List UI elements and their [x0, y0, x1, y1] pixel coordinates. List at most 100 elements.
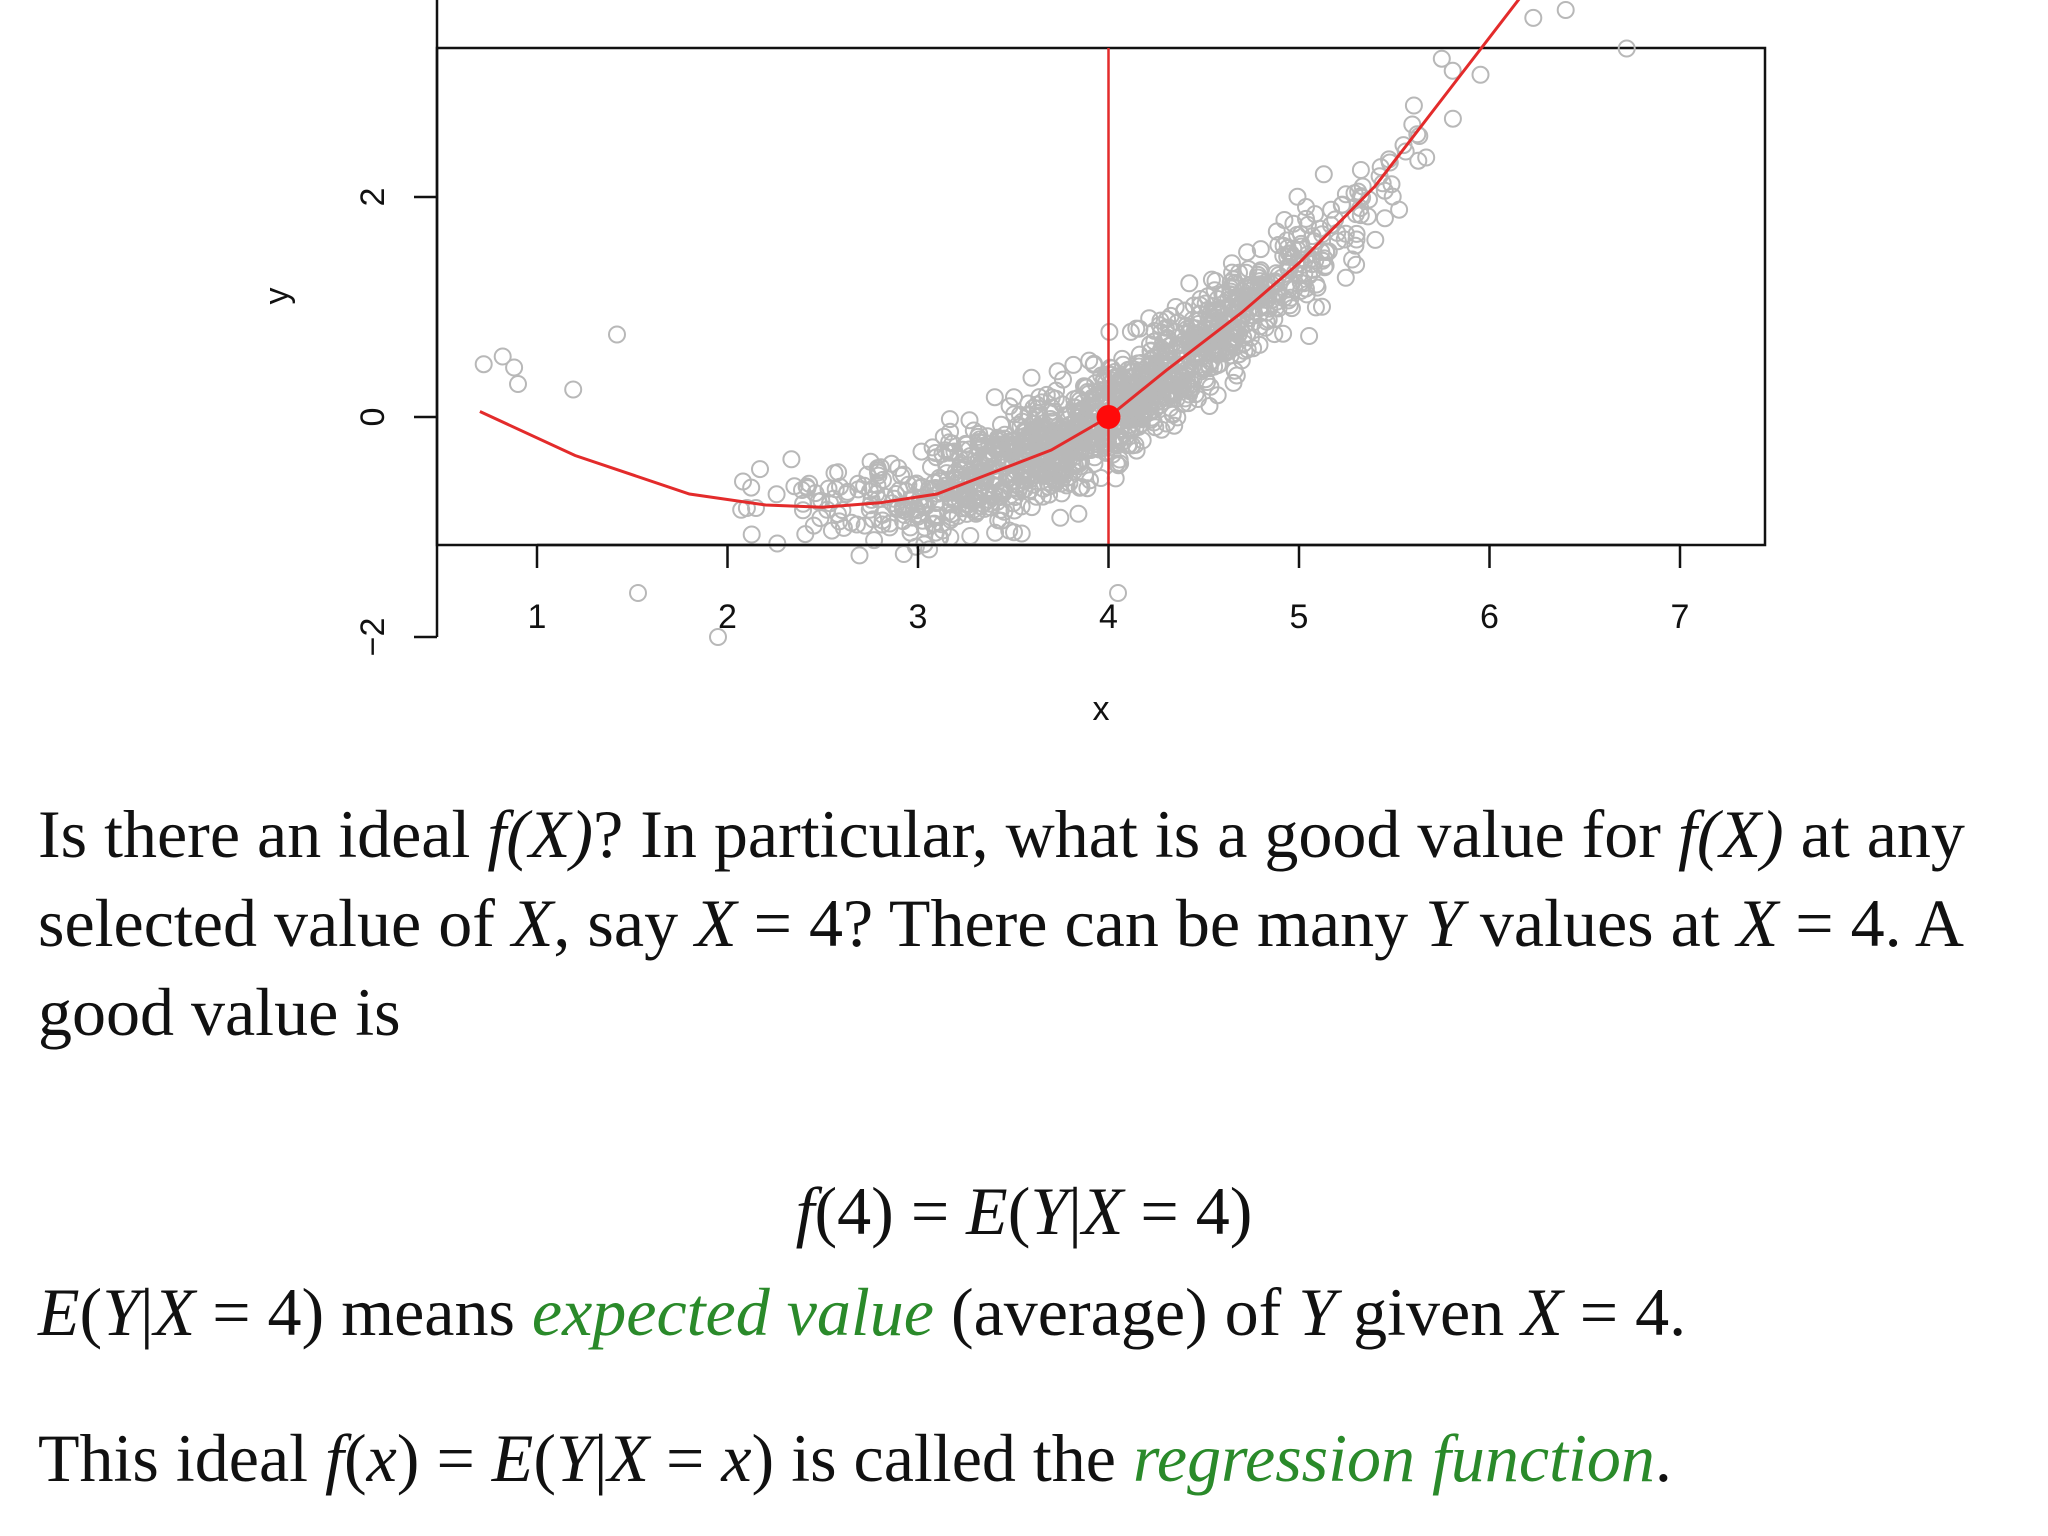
scatter-point [1127, 441, 1146, 460]
scatter-point [742, 525, 761, 544]
x-tick-label: 6 [1480, 598, 1499, 636]
scatter-point [1394, 136, 1413, 155]
x-tick-label: 3 [909, 598, 928, 636]
scatter-point [1005, 523, 1023, 542]
scatter-point [869, 461, 888, 480]
scatter-point [1288, 225, 1307, 244]
scatter-point [1375, 209, 1394, 228]
scatter-point [920, 540, 939, 559]
scatter-point [1408, 125, 1427, 144]
x-tick-label: 4 [1099, 598, 1118, 636]
scatter-point [1347, 255, 1366, 274]
scatter-point [907, 474, 926, 493]
scatter-point [608, 325, 626, 344]
scatter-point [1153, 364, 1172, 383]
scatter-point [1109, 584, 1127, 602]
eq-d: ( [1007, 1173, 1031, 1249]
scatter-point [797, 477, 816, 496]
scatter-point [1049, 417, 1068, 436]
scatter-point [1351, 161, 1370, 179]
scatter-point [785, 477, 804, 496]
scatter-point [1524, 8, 1543, 27]
scatter-point [1432, 49, 1451, 68]
scatter-point [978, 427, 997, 446]
scatter-point [985, 388, 1004, 407]
scatter-point [1370, 167, 1389, 186]
expected-value-marker [1096, 405, 1121, 429]
scatter-point [880, 514, 899, 533]
scatter-point [1012, 497, 1031, 516]
equation-f4: f(4) = E(Y|X = 4) [0, 1172, 2048, 1251]
y-axis: −20246 [354, 0, 439, 657]
eq-a: f [795, 1173, 815, 1249]
scatter-point [811, 509, 830, 528]
scatter-point [1053, 395, 1072, 414]
scatter-point [936, 480, 955, 499]
line2-a: E [38, 1274, 80, 1350]
scatter-point [1343, 250, 1362, 269]
line2-d: | [140, 1274, 154, 1350]
scatter-point [1471, 65, 1490, 84]
scatter-point [1353, 177, 1372, 196]
scatter-point [1151, 311, 1170, 330]
scatter-point [986, 523, 1005, 542]
eq-h: = 4) [1123, 1173, 1253, 1249]
scatter-point [829, 463, 848, 482]
scatter-point [1008, 453, 1027, 472]
scatter-point [1366, 230, 1385, 249]
scatter-point [1178, 376, 1196, 395]
line2-k: X [1521, 1274, 1563, 1350]
scatter-point [1284, 214, 1303, 233]
scatter-point [1335, 230, 1354, 249]
scatter-point [991, 483, 1010, 502]
scatter-point [1267, 292, 1286, 311]
x-axis-label: x [1093, 690, 1110, 728]
line3-g: ( [533, 1420, 556, 1496]
line3-k: = [649, 1420, 722, 1496]
scatter-point [782, 450, 801, 469]
scatter-point [953, 440, 972, 459]
scatter-point [1024, 475, 1043, 494]
scatter-point [1027, 487, 1046, 506]
para1-i: = 4? There can be many [736, 885, 1426, 961]
scatter-point [969, 490, 988, 509]
para1-c: ? In particular, what is a good value fo… [593, 796, 1678, 872]
scatter-point [1123, 405, 1142, 424]
scatter-points [474, 1, 1636, 646]
y-tick-label: −2 [354, 618, 392, 657]
scatter-point [957, 486, 976, 505]
scatter-point [509, 375, 527, 393]
scatter-point [751, 460, 769, 479]
scatter-point [1022, 368, 1041, 387]
y-axis-label: y [258, 288, 296, 305]
scatter-point [1239, 260, 1258, 279]
scatter-point [1121, 322, 1140, 341]
eq-g: X [1081, 1173, 1124, 1249]
line3-d: x [366, 1420, 397, 1496]
scatter-point [970, 424, 989, 443]
scatter-point [1064, 355, 1083, 374]
scatter-point [1278, 247, 1297, 266]
line2-i: Y [1298, 1274, 1337, 1350]
scatter-point [1349, 182, 1368, 201]
line2-h: (average) of [933, 1274, 1299, 1350]
scatter-point [1019, 406, 1038, 425]
x-tick-label: 5 [1290, 598, 1309, 636]
scatter-point [1288, 187, 1307, 206]
scatter-point [1417, 148, 1436, 167]
line3-l: x [721, 1420, 752, 1496]
scatter-point [1085, 354, 1103, 373]
scatter-point [1096, 438, 1114, 457]
paragraph-intro: Is there an ideal f(X)? In particular, w… [38, 790, 2028, 1057]
scatter-point [1219, 314, 1238, 333]
scatter-point [941, 422, 960, 441]
scatter-point [973, 437, 992, 456]
scatter-point [1140, 402, 1159, 421]
paragraph-expected-value: E(Y|X = 4) means expected value (average… [38, 1268, 2028, 1357]
scatter-point [1175, 301, 1194, 320]
scatter-point [1238, 243, 1257, 262]
scatter-point [1105, 387, 1124, 406]
scatter-point [1297, 209, 1315, 228]
scatter-point [923, 438, 942, 457]
scatter-point [887, 485, 905, 503]
